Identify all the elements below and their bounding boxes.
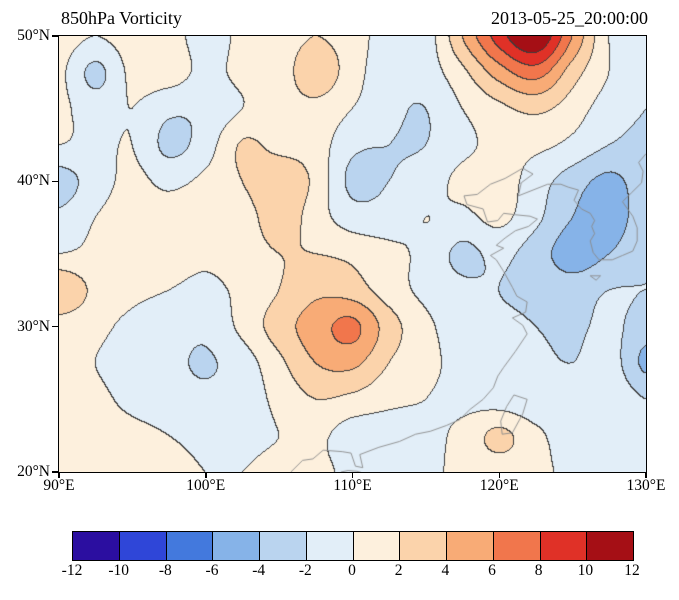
colorbar-segment [213,532,260,560]
x-tick-label: 130°E [626,477,666,494]
x-tick-label: 100°E [186,477,226,494]
colorbar-segment [306,532,354,560]
colorbar-tick-label: 4 [441,562,450,579]
y-tick-label: 50°N [17,27,50,44]
x-tick-mark [58,472,60,478]
vorticity-contour-canvas [59,36,646,472]
x-tick-label: 90°E [43,477,75,494]
colorbar-tick-label: 0 [348,562,356,579]
colorbar-segment [73,532,120,560]
colorbar-tick-label: -2 [298,562,312,579]
plot-title: 850hPa Vorticity [61,8,182,28]
timestamp-title: 2013-05-25_20:00:00 [491,8,648,28]
colorbar-tick-label: 2 [394,562,403,579]
colorbar-segment [119,532,167,560]
colorbar-segment [166,532,214,560]
colorbar-segment [587,532,633,560]
colorbar-tick-label: -12 [61,562,83,579]
colorbar-tick-label: -4 [252,562,266,579]
colorbar-tick-label: -10 [108,562,129,579]
y-tick-label: 30°N [17,317,50,335]
y-tick-mark [52,180,58,183]
x-tick-label: 120°E [479,477,519,494]
colorbar-segment [260,532,307,560]
y-tick-mark [52,325,58,328]
y-tick-mark [52,35,58,37]
x-tick-mark [351,472,354,478]
colorbar [72,531,634,561]
colorbar-segment [400,532,447,560]
x-tick-mark [645,472,647,478]
y-tick-mark [52,471,58,473]
colorbar-segment [447,532,494,560]
y-tick-label: 40°N [17,172,50,190]
colorbar-tick-label: 10 [577,562,594,579]
y-tick-label: 20°N [17,463,50,480]
x-tick-mark [498,472,500,478]
colorbar-segment [540,532,588,560]
colorbar-tick-label: -6 [205,562,219,579]
x-tick-label: 110°E [333,477,372,494]
colorbar-tick-label: -8 [158,562,172,579]
x-tick-mark [205,472,207,478]
colorbar-segment [493,532,541,560]
colorbar-tick-label: 12 [624,562,640,579]
colorbar-tick-label: 6 [488,562,496,579]
colorbar-tick-label: 8 [534,562,543,579]
colorbar-segment [353,532,401,560]
